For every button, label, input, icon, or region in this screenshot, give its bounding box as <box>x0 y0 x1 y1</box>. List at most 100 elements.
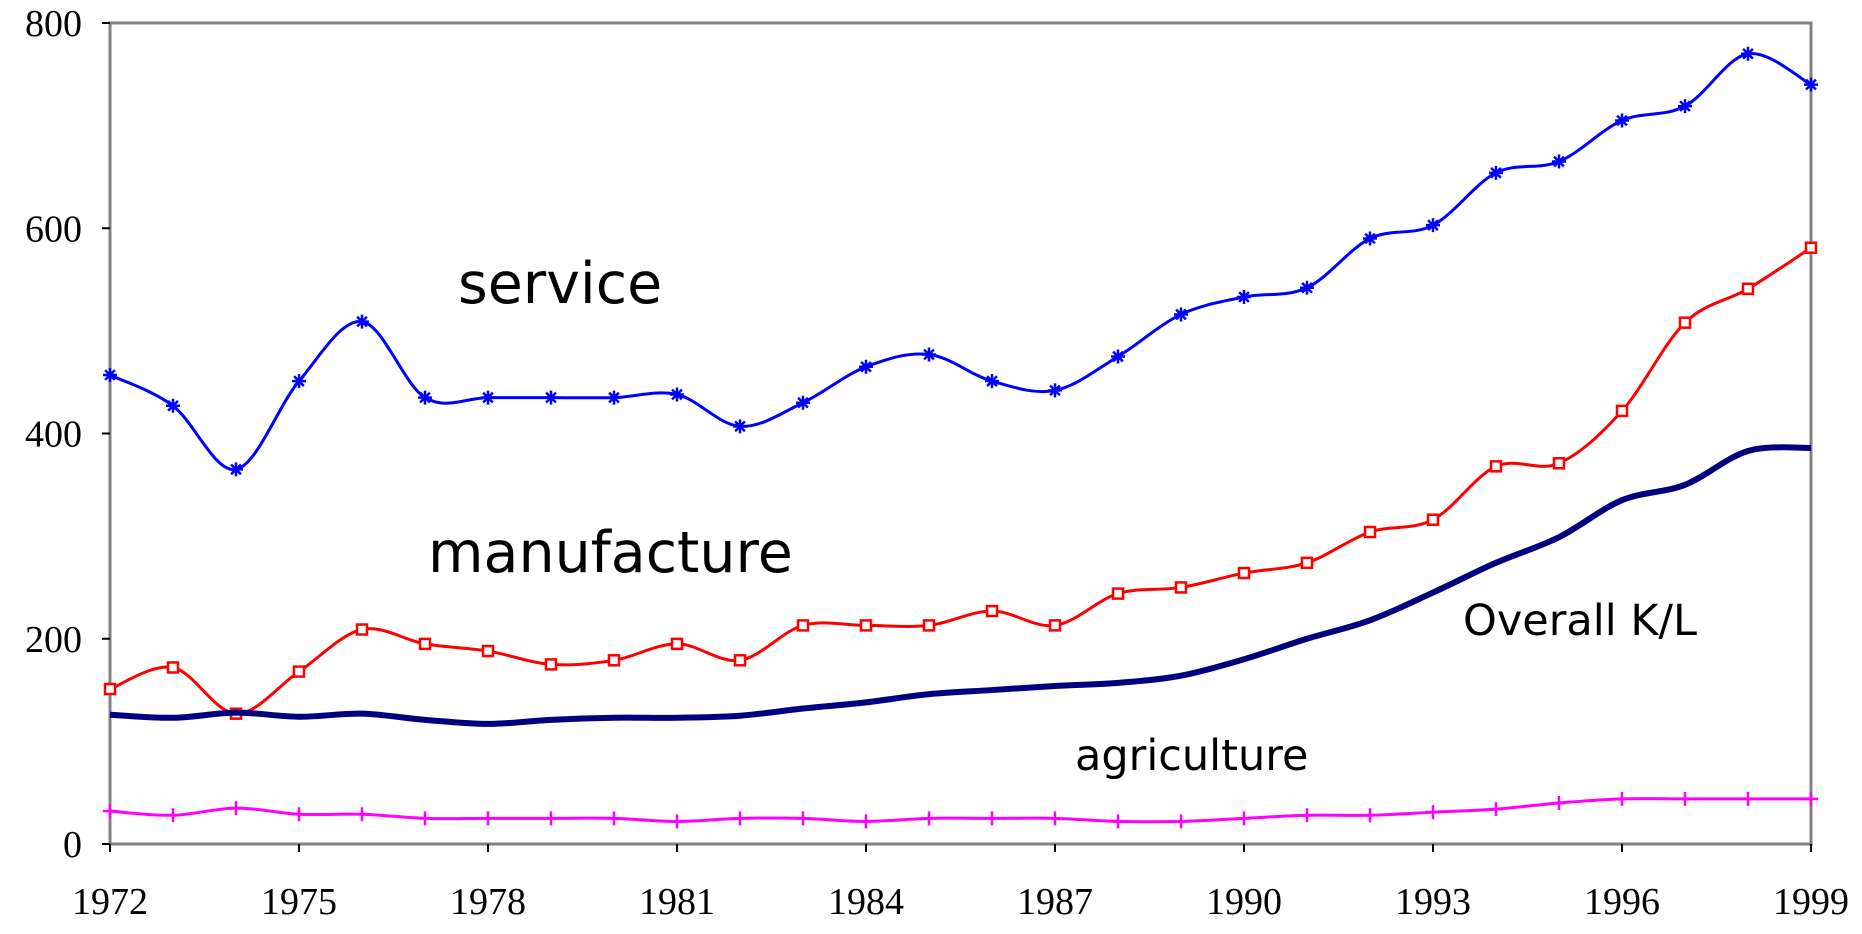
marker <box>796 811 810 826</box>
marker <box>1426 218 1440 233</box>
marker <box>1363 231 1377 246</box>
x-tick-label: 1972 <box>72 881 148 923</box>
marker <box>1237 566 1251 580</box>
marker <box>1741 46 1755 61</box>
marker <box>1804 241 1818 254</box>
marker <box>1804 791 1818 806</box>
marker <box>166 808 180 823</box>
series-line <box>109 444 1812 727</box>
x-tick-label: 1984 <box>828 881 904 923</box>
marker <box>1300 808 1314 823</box>
marker <box>292 374 306 389</box>
marker <box>922 619 936 632</box>
marker <box>1048 383 1062 398</box>
marker <box>1678 791 1692 806</box>
marker <box>292 807 306 822</box>
x-tick-label: 1999 <box>1773 881 1849 923</box>
plot-frame <box>108 21 1813 846</box>
x-tick-label: 1996 <box>1584 881 1660 923</box>
marker <box>544 390 558 405</box>
marker <box>1552 154 1566 169</box>
marker <box>1678 99 1692 114</box>
marker <box>733 811 747 826</box>
y-tick-label: 0 <box>63 824 82 866</box>
marker <box>1363 808 1377 823</box>
marker <box>733 654 747 667</box>
marker <box>1363 525 1377 539</box>
marker <box>670 387 684 402</box>
marker <box>166 661 180 674</box>
marker <box>544 811 558 826</box>
marker <box>481 644 495 658</box>
series-annotation: agriculture <box>1075 731 1308 781</box>
x-tick-label: 1978 <box>450 881 526 923</box>
marker <box>1678 316 1692 329</box>
marker <box>607 811 621 826</box>
marker <box>1174 814 1188 829</box>
marker <box>103 682 117 696</box>
marker <box>607 654 621 667</box>
marker <box>796 395 810 410</box>
marker <box>1300 556 1314 570</box>
marker <box>985 811 999 826</box>
marker <box>859 814 873 829</box>
marker <box>481 390 495 405</box>
marker <box>355 314 369 329</box>
marker <box>229 801 243 816</box>
marker <box>796 619 810 632</box>
marker <box>1237 290 1251 305</box>
marker <box>1489 460 1503 473</box>
marker <box>1111 814 1125 829</box>
marker <box>733 419 747 434</box>
y-tick-label: 200 <box>25 619 82 661</box>
y-tick-label: 600 <box>25 208 82 250</box>
marker <box>1615 404 1629 418</box>
marker <box>1048 811 1062 826</box>
marker <box>103 368 117 383</box>
marker <box>922 811 936 826</box>
marker <box>292 665 306 678</box>
x-tick-label: 1990 <box>1206 881 1282 923</box>
marker <box>1615 113 1629 128</box>
y-tick-label: 800 <box>25 3 82 45</box>
marker <box>1048 619 1062 632</box>
marker <box>418 390 432 405</box>
marker <box>1552 795 1566 810</box>
marker <box>1174 581 1188 594</box>
series-annotation: service <box>458 251 662 317</box>
marker <box>418 637 432 651</box>
marker <box>355 623 369 636</box>
x-tick-label: 1981 <box>639 881 715 923</box>
marker <box>103 804 117 819</box>
marker <box>985 604 999 618</box>
series-line <box>109 797 1811 824</box>
marker <box>859 359 873 374</box>
marker <box>1489 802 1503 817</box>
marker <box>229 462 243 477</box>
marker <box>544 658 558 671</box>
marker <box>607 390 621 405</box>
series-annotation: manufacture <box>428 520 793 586</box>
marker <box>418 811 432 826</box>
x-tick-label: 1987 <box>1017 881 1093 923</box>
marker <box>1426 805 1440 820</box>
marker <box>922 347 936 362</box>
series-line <box>109 52 1812 471</box>
marker <box>1552 457 1566 470</box>
marker <box>985 374 999 389</box>
marker <box>670 814 684 829</box>
marker <box>1741 791 1755 806</box>
marker <box>1489 165 1503 180</box>
marker <box>1741 282 1755 296</box>
marker <box>1237 811 1251 826</box>
marker <box>1426 513 1440 526</box>
x-tick-label: 1975 <box>261 881 337 923</box>
series-line <box>109 246 1812 716</box>
marker <box>1111 587 1125 600</box>
marker <box>1111 349 1125 364</box>
x-tick-label: 1993 <box>1395 881 1471 923</box>
marker <box>670 637 684 651</box>
marker <box>1174 307 1188 322</box>
marker <box>859 619 873 632</box>
